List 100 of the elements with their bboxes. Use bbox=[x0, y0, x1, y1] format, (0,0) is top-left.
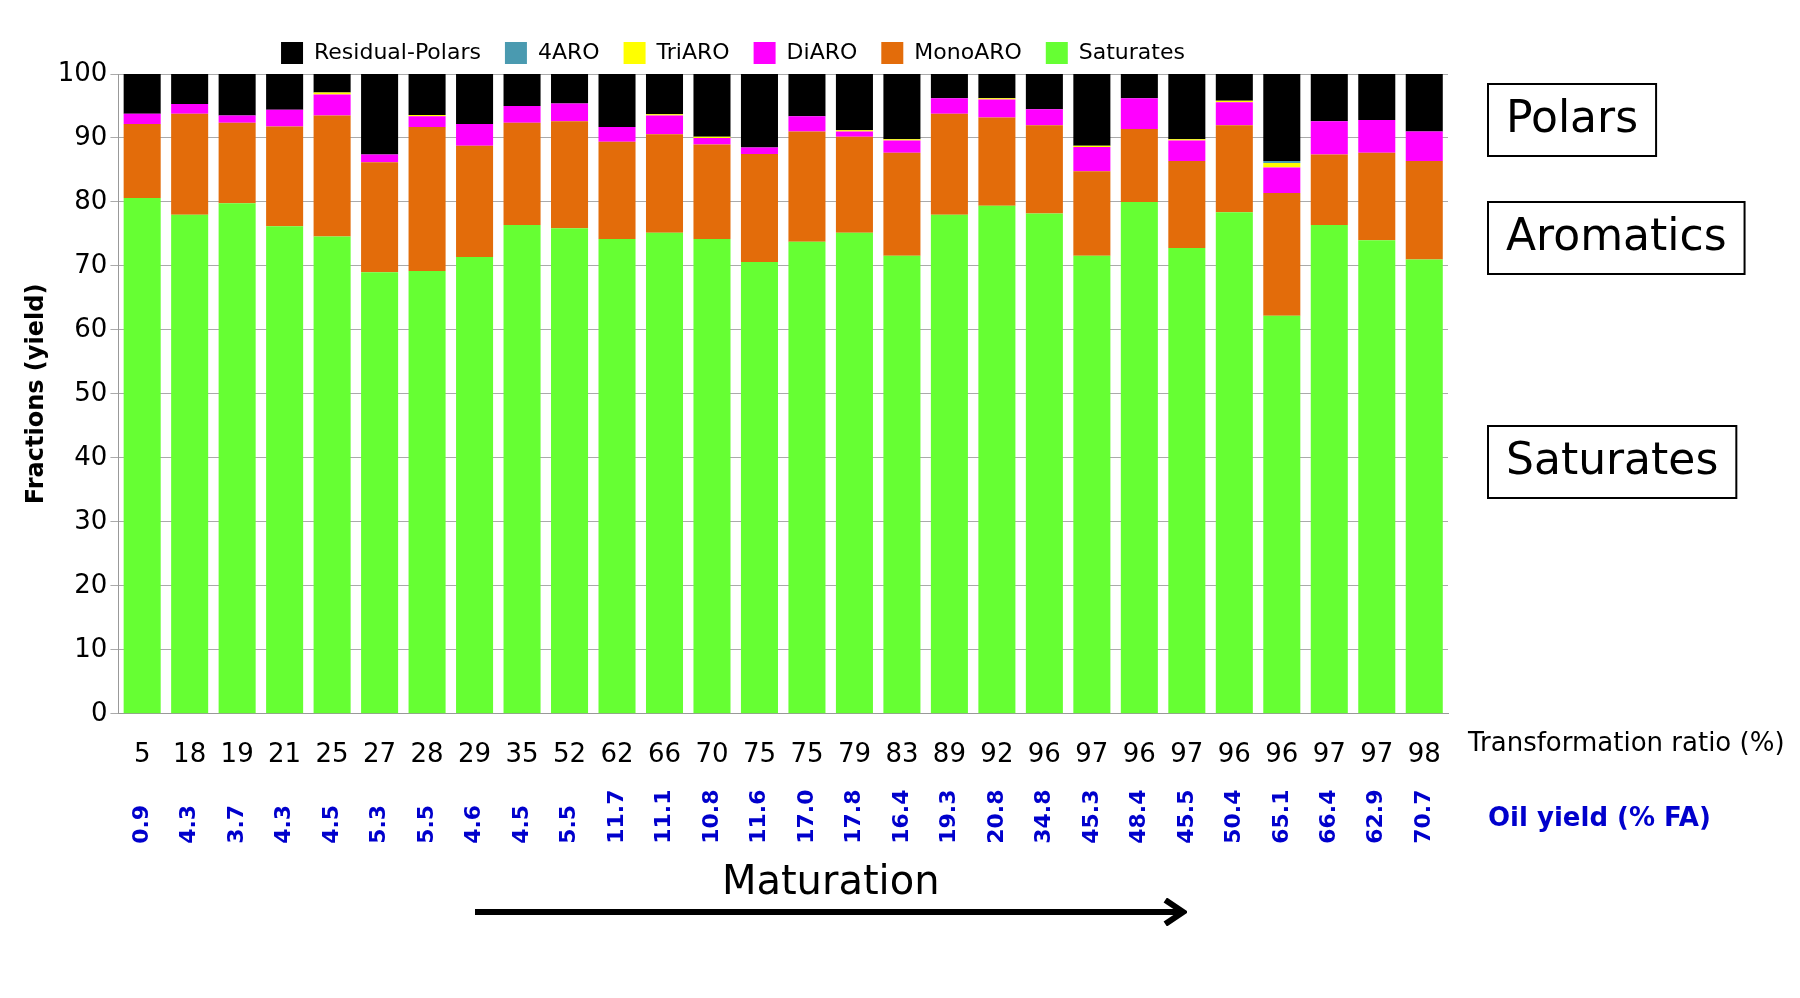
bar bbox=[788, 74, 826, 117]
bar bbox=[598, 239, 636, 714]
bar bbox=[218, 122, 256, 204]
bar bbox=[218, 203, 256, 714]
bar bbox=[266, 74, 304, 110]
bar bbox=[1215, 125, 1253, 213]
bar bbox=[456, 74, 494, 124]
bar bbox=[835, 136, 873, 233]
bar bbox=[645, 134, 684, 233]
y-tick-label: 50 bbox=[74, 376, 108, 407]
legend-label: TriARO bbox=[655, 38, 730, 64]
bar bbox=[1358, 240, 1396, 714]
y-tick-label: 0 bbox=[90, 696, 108, 727]
bar bbox=[408, 271, 446, 714]
bar bbox=[740, 153, 778, 263]
legend-label: MonoARO bbox=[914, 38, 1022, 64]
x-tick-label: 89 bbox=[932, 738, 966, 769]
bar bbox=[1120, 129, 1158, 202]
text: 4.5 bbox=[507, 804, 533, 844]
bar bbox=[645, 74, 684, 115]
bar bbox=[1120, 74, 1158, 99]
x-tick-label: 96 bbox=[1122, 738, 1156, 769]
bar bbox=[218, 115, 256, 123]
x-tick-label: 92 bbox=[980, 738, 1014, 769]
bar bbox=[1168, 74, 1206, 140]
bar bbox=[171, 104, 209, 114]
y-axis-title: Fractions (yield) bbox=[20, 283, 49, 505]
bar bbox=[266, 226, 304, 714]
bar bbox=[1263, 167, 1301, 193]
text: 4.3 bbox=[175, 804, 201, 844]
bar bbox=[408, 74, 446, 115]
bar bbox=[123, 198, 161, 714]
bar bbox=[930, 74, 968, 99]
bar bbox=[835, 74, 873, 131]
bar bbox=[645, 115, 684, 135]
bar bbox=[361, 162, 399, 273]
bar bbox=[1120, 201, 1158, 714]
text: 17.8 bbox=[840, 789, 866, 844]
x-tick-label: 97 bbox=[1075, 738, 1109, 769]
bar bbox=[171, 214, 209, 714]
text: 5.5 bbox=[555, 804, 581, 844]
y-tick-label: 80 bbox=[74, 184, 108, 215]
bar bbox=[598, 141, 636, 240]
text: Polars bbox=[1506, 91, 1639, 143]
bar bbox=[171, 113, 209, 215]
bar bbox=[1358, 120, 1396, 153]
text: 70.7 bbox=[1409, 789, 1435, 844]
bar bbox=[1405, 131, 1443, 162]
text: 45.3 bbox=[1077, 789, 1103, 844]
bar bbox=[1310, 224, 1348, 714]
x-tick-label: 18 bbox=[173, 738, 207, 769]
bar bbox=[978, 74, 1016, 99]
x-tick-label: 52 bbox=[552, 738, 587, 769]
x-tick-label: 62 bbox=[600, 738, 634, 769]
text: 11.6 bbox=[745, 789, 771, 844]
x-tick-label: 21 bbox=[268, 738, 302, 769]
bar bbox=[408, 116, 446, 128]
bar bbox=[551, 228, 589, 714]
y-tick-label: 100 bbox=[57, 56, 108, 87]
bar bbox=[1025, 213, 1063, 714]
text: 5.3 bbox=[365, 804, 391, 844]
bar bbox=[361, 154, 399, 163]
bar bbox=[503, 74, 541, 106]
bar bbox=[740, 74, 778, 148]
bar bbox=[1405, 161, 1443, 260]
x-tick-label: 28 bbox=[410, 738, 444, 769]
bar bbox=[930, 98, 968, 114]
text: 48.4 bbox=[1125, 789, 1151, 844]
x-tick-label: 5 bbox=[133, 738, 151, 769]
bar bbox=[740, 262, 778, 714]
text: 20.8 bbox=[982, 789, 1008, 844]
bar bbox=[1215, 212, 1253, 714]
bar bbox=[1310, 121, 1348, 155]
x-tick-label: 70 bbox=[695, 738, 729, 769]
bar bbox=[456, 256, 494, 714]
legend-label: Saturates bbox=[1078, 38, 1185, 64]
text: 11.7 bbox=[602, 789, 628, 844]
bar bbox=[835, 232, 873, 714]
bar bbox=[598, 74, 636, 128]
x-tick-label: 98 bbox=[1407, 738, 1441, 769]
bar bbox=[1405, 74, 1443, 132]
text: 66.4 bbox=[1315, 789, 1341, 844]
text: 0.9 bbox=[127, 804, 153, 844]
bar bbox=[978, 205, 1016, 714]
text: 5.5 bbox=[412, 804, 438, 844]
y-tick-label: 40 bbox=[74, 440, 108, 471]
bar bbox=[551, 103, 589, 122]
bar bbox=[1405, 259, 1443, 714]
legend-label: DiARO bbox=[786, 38, 858, 64]
bar bbox=[361, 74, 399, 155]
bar bbox=[1073, 74, 1111, 146]
bar bbox=[408, 127, 446, 272]
bar bbox=[1263, 315, 1301, 714]
bar bbox=[693, 74, 731, 137]
bar bbox=[1310, 154, 1348, 225]
bar bbox=[645, 232, 684, 714]
bar bbox=[123, 123, 161, 199]
x-tick-label: 75 bbox=[742, 738, 777, 769]
text: 62.9 bbox=[1362, 789, 1388, 844]
y-tick-label: 10 bbox=[74, 632, 108, 663]
